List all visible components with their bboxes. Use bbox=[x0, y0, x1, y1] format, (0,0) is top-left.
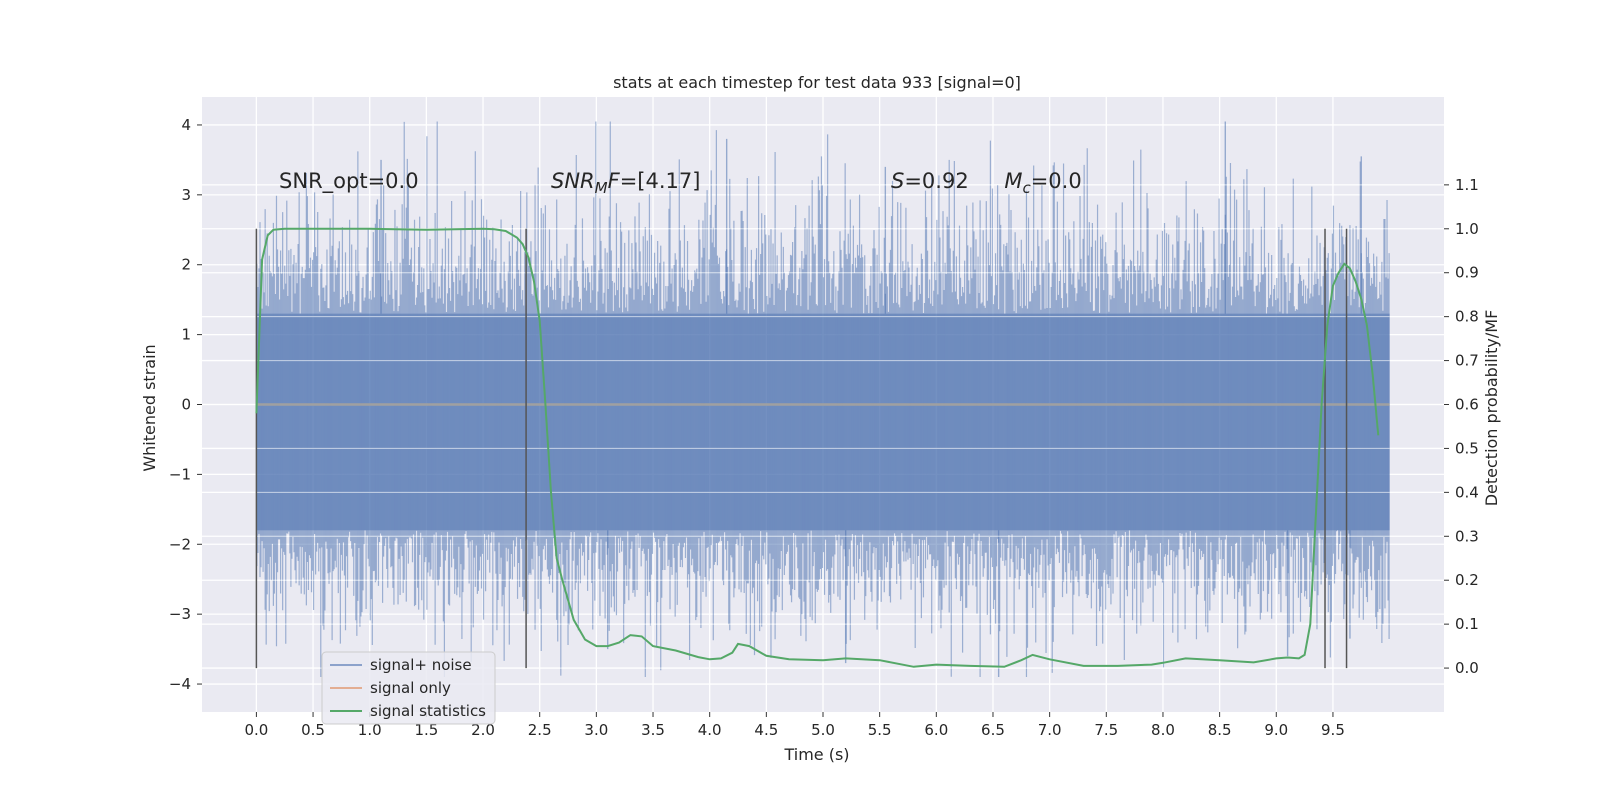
x-tick-label: 5.0 bbox=[811, 721, 835, 739]
annotation: S=0.92 bbox=[891, 169, 969, 193]
annotation-part: M bbox=[595, 179, 608, 197]
legend: signal+ noise signal only signal statistic… bbox=[321, 651, 496, 725]
x-tick-label: 6.0 bbox=[924, 721, 948, 739]
right-y-tick-label: 0.1 bbox=[1455, 615, 1479, 633]
annotation-part: S bbox=[891, 169, 904, 193]
right-y-tick-label: 0.9 bbox=[1455, 264, 1479, 282]
x-tick-label: 2.0 bbox=[471, 721, 495, 739]
y-axis-ticks: −4 −3 −2 −1 0 1 2 3 4 bbox=[169, 116, 202, 693]
y-tick-label: 4 bbox=[181, 116, 191, 134]
annotation: SNR_opt=0.0 bbox=[279, 169, 419, 194]
x-tick-label: 4.0 bbox=[698, 721, 722, 739]
right-y-tick-label: 0.7 bbox=[1455, 352, 1479, 370]
statistics-line bbox=[255, 227, 1380, 668]
y-tick-label: 3 bbox=[181, 186, 191, 204]
chart-title: stats at each timestep for test data 933… bbox=[613, 73, 1021, 92]
y-tick-label: 0 bbox=[181, 396, 191, 414]
x-tick-label: 9.5 bbox=[1321, 721, 1345, 739]
x-axis-ticks: 0.0 0.5 1.0 1.5 2.0 2.5 3.0 3.5 4.0 4.5 5.0 5.5 6.0 6… bbox=[244, 712, 1345, 739]
y-tick-label: −1 bbox=[169, 465, 191, 483]
x-tick-label: 2.5 bbox=[528, 721, 552, 739]
annotation-part: F bbox=[608, 169, 621, 193]
vertical-markers bbox=[255, 228, 1348, 669]
y-tick-label: −2 bbox=[169, 535, 191, 553]
annotation-part: c bbox=[1022, 179, 1031, 197]
signal-noise-series bbox=[256, 121, 1390, 678]
x-tick-label: 1.5 bbox=[414, 721, 438, 739]
y-tick-label: −4 bbox=[169, 675, 191, 693]
legend-label: signal+ noise bbox=[370, 656, 472, 674]
annotation-part: SNR bbox=[551, 169, 595, 193]
annotation: SNRMF=[4.17] bbox=[551, 169, 700, 197]
signal-statistics-series bbox=[255, 227, 1380, 668]
annotation-part: M bbox=[1004, 169, 1022, 193]
x-tick-label: 4.5 bbox=[754, 721, 778, 739]
right-y-tick-label: 1.0 bbox=[1455, 220, 1479, 238]
y-tick-label: 1 bbox=[181, 326, 191, 344]
legend-label: signal only bbox=[370, 679, 451, 697]
right-y-tick-label: 1.1 bbox=[1455, 176, 1479, 194]
x-tick-label: 0.5 bbox=[301, 721, 325, 739]
y-tick-label: −3 bbox=[169, 605, 191, 623]
x-tick-label: 6.5 bbox=[981, 721, 1005, 739]
annotations: SNR_opt=0.0 SNRMF=[4.17] S=0.92 Mc=0.0 bbox=[279, 169, 1082, 197]
right-y-tick-label: 0.5 bbox=[1455, 439, 1479, 457]
annotation-part: SNR_opt=0.0 bbox=[279, 169, 419, 194]
legend-box bbox=[321, 651, 496, 725]
x-tick-label: 8.0 bbox=[1151, 721, 1175, 739]
right-y-tick-label: 0.6 bbox=[1455, 396, 1479, 414]
x-tick-label: 0.0 bbox=[244, 721, 268, 739]
right-y-tick-label: 0.0 bbox=[1455, 659, 1479, 677]
annotation: Mc=0.0 bbox=[1004, 169, 1081, 197]
annotation-part: =[4.17] bbox=[620, 169, 701, 193]
x-axis-label: Time (s) bbox=[783, 745, 849, 764]
legend-label: signal statistics bbox=[370, 702, 486, 720]
x-tick-label: 7.5 bbox=[1094, 721, 1118, 739]
right-y-tick-label: 0.2 bbox=[1455, 571, 1479, 589]
right-y-tick-label: 0.8 bbox=[1455, 308, 1479, 326]
x-tick-label: 3.0 bbox=[584, 721, 608, 739]
right-y-tick-label: 0.3 bbox=[1455, 527, 1479, 545]
annotation-part: =0.0 bbox=[1031, 169, 1082, 193]
right-y-axis-ticks: 0.0 0.1 0.2 0.3 0.4 0.5 0.6 0.7 0.8 0.9 1.0 1.1 bbox=[1444, 176, 1479, 677]
x-tick-label: 9.0 bbox=[1264, 721, 1288, 739]
x-tick-label: 8.5 bbox=[1208, 721, 1232, 739]
y-axis-label: Whitened strain bbox=[140, 344, 159, 471]
x-tick-label: 7.0 bbox=[1038, 721, 1062, 739]
y-tick-label: 2 bbox=[181, 256, 191, 274]
x-tick-label: 3.5 bbox=[641, 721, 665, 739]
annotation-part: =0.92 bbox=[904, 169, 968, 193]
right-y-tick-label: 0.4 bbox=[1455, 483, 1479, 501]
right-y-axis-label: Detection probability/MF bbox=[1482, 310, 1501, 507]
x-tick-label: 1.0 bbox=[358, 721, 382, 739]
x-tick-label: 5.5 bbox=[868, 721, 892, 739]
